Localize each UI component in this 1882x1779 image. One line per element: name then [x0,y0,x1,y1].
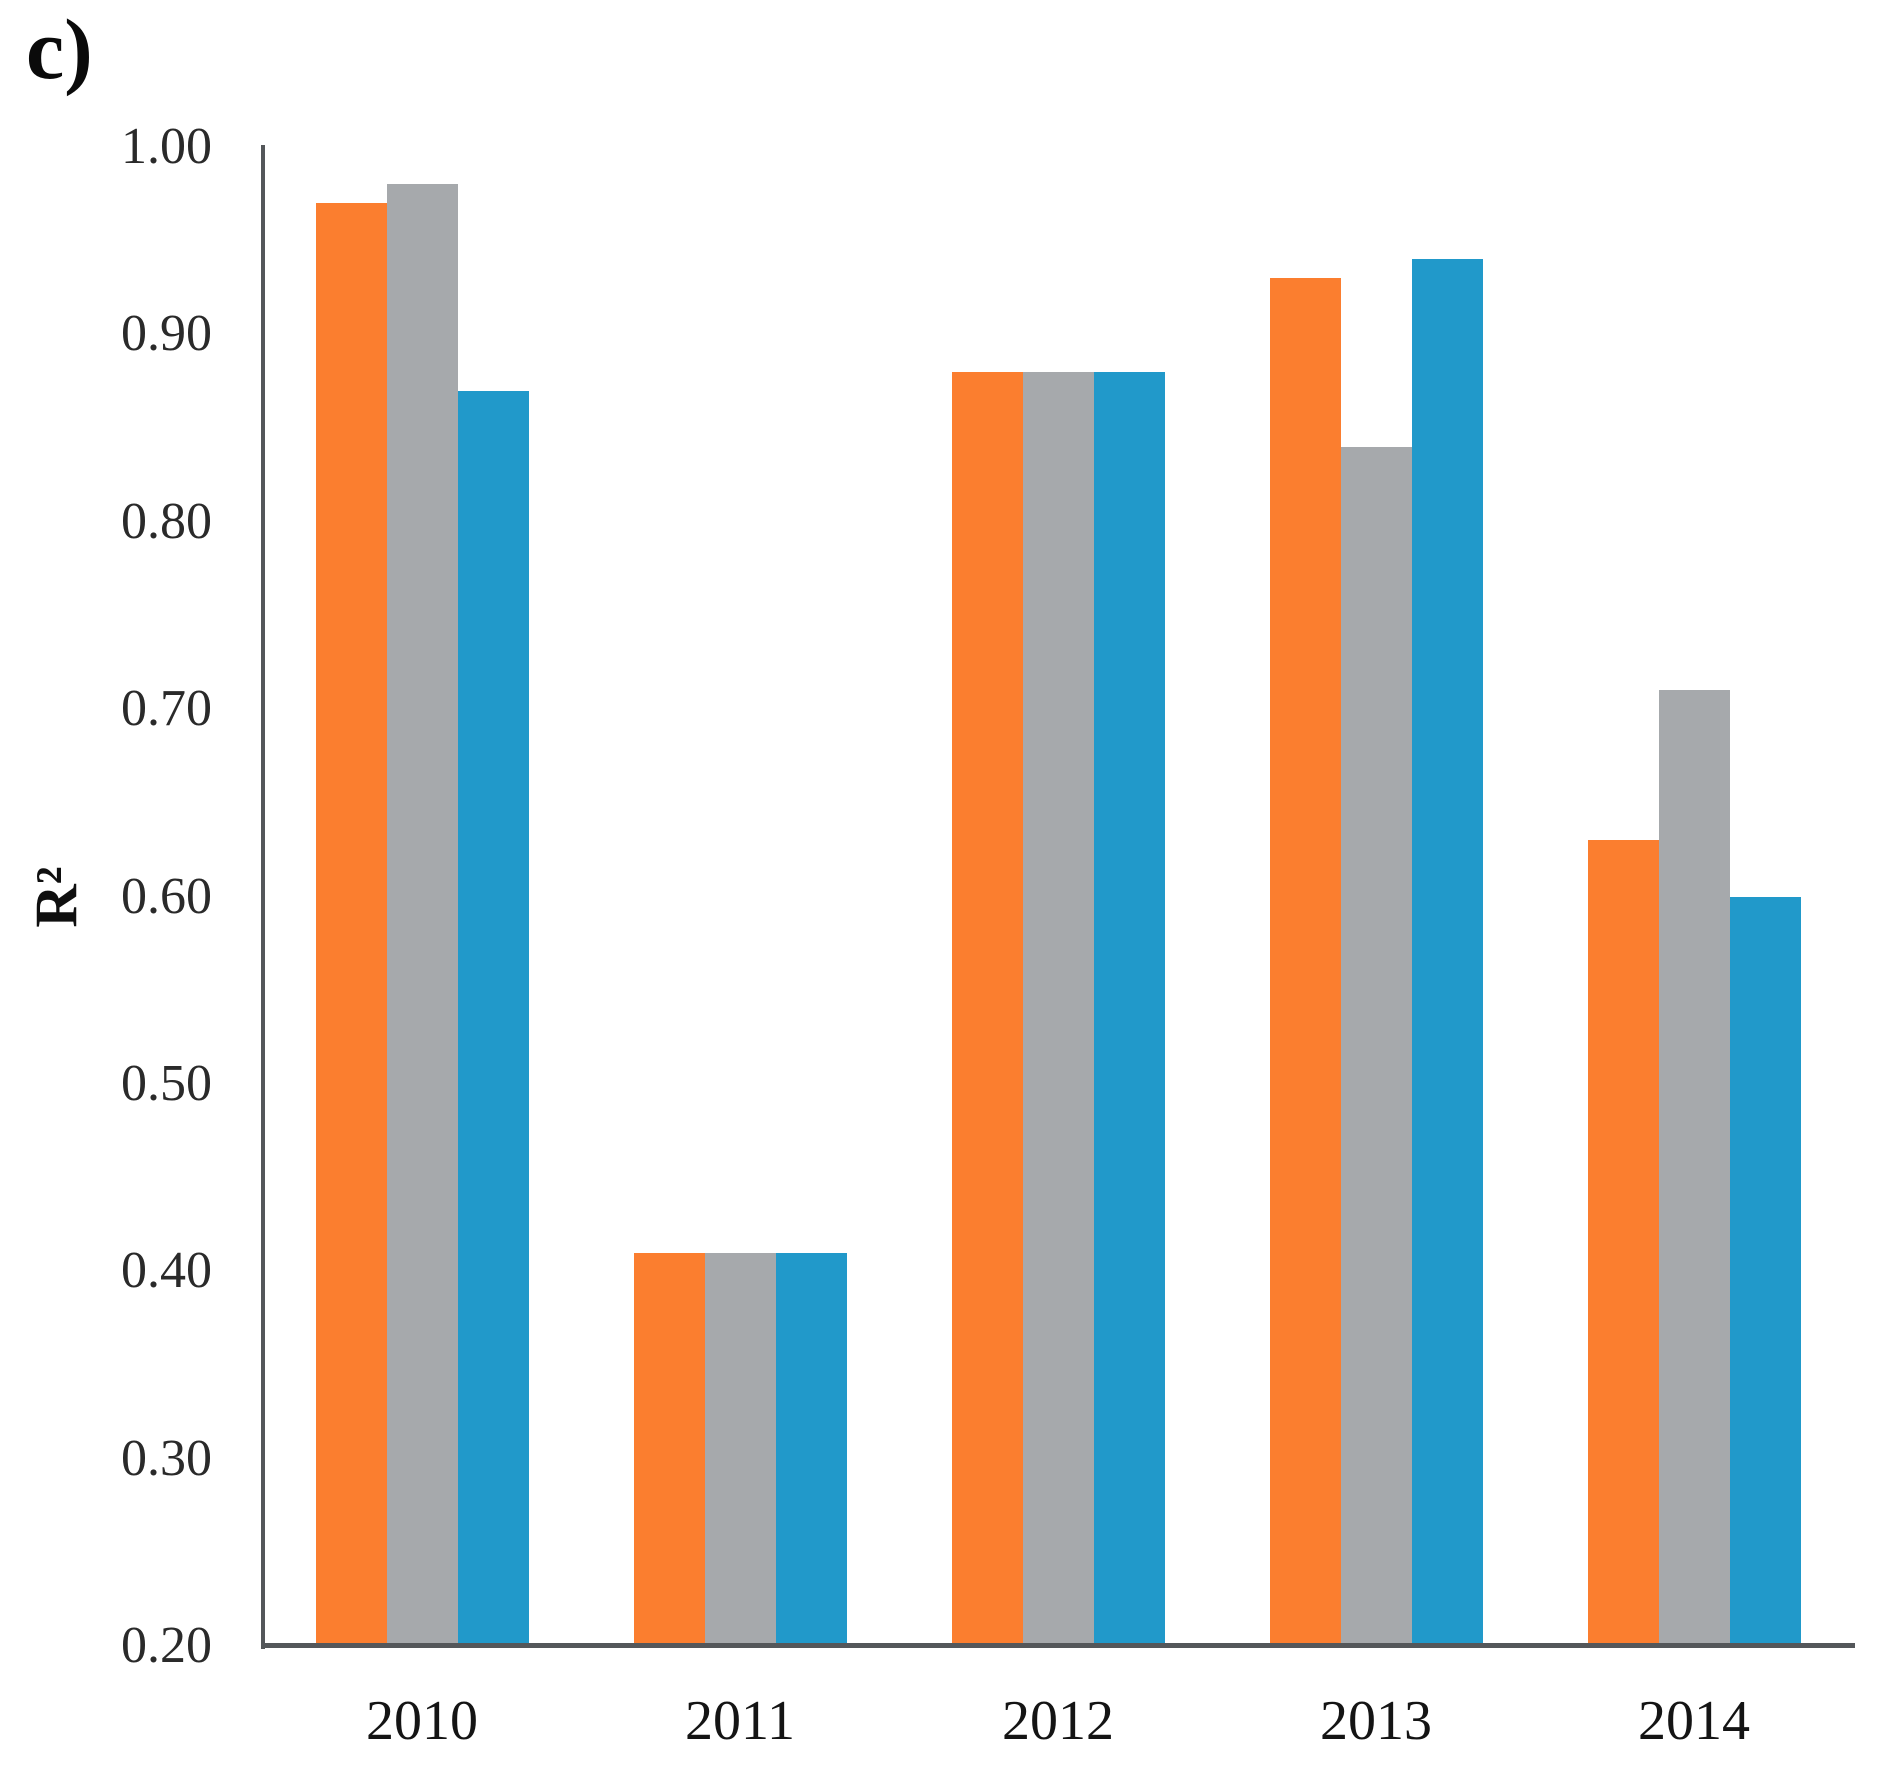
y-tick-label: 0.70 [121,680,212,738]
bar-gray-2011 [704,1252,776,1648]
x-tick-label-2013: 2013 [1320,1690,1432,1752]
bar-orange-2014 [1587,840,1659,1648]
bar-orange-2013 [1269,278,1341,1648]
y-tick-label: 0.90 [121,305,212,363]
bar-blue-2013 [1411,259,1483,1648]
x-tick-label-2014: 2014 [1638,1690,1750,1752]
y-tick-label: 0.40 [121,1242,212,1300]
y-tick-label: 0.20 [121,1617,212,1674]
panel-label: c) [26,1,93,97]
x-tick-label-2011: 2011 [685,1690,795,1752]
bar-gray-2012 [1022,371,1094,1648]
bar-blue-2012 [1093,371,1165,1648]
x-tick-label-2012: 2012 [1002,1690,1114,1752]
y-tick-label: 0.50 [121,1054,212,1112]
bar-orange-2012 [951,371,1023,1648]
y-tick-label: 1.00 [121,118,212,175]
y-tick-label: 0.80 [121,492,212,550]
bar-gray-2014 [1658,690,1730,1648]
y-tick-label: 0.30 [121,1429,212,1487]
y-tick-label: 0.60 [121,867,212,925]
x-axis-line [261,1643,1855,1648]
bar-blue-2014 [1729,896,1801,1648]
x-tick-label-2010: 2010 [366,1690,478,1752]
bar-gray-2010 [386,184,458,1648]
bar-gray-2013 [1340,446,1412,1648]
bar-orange-2011 [633,1252,705,1648]
bar-orange-2010 [315,203,387,1648]
y-axis-line [261,145,265,1649]
bar-blue-2011 [775,1252,847,1648]
bar-blue-2010 [457,390,529,1648]
